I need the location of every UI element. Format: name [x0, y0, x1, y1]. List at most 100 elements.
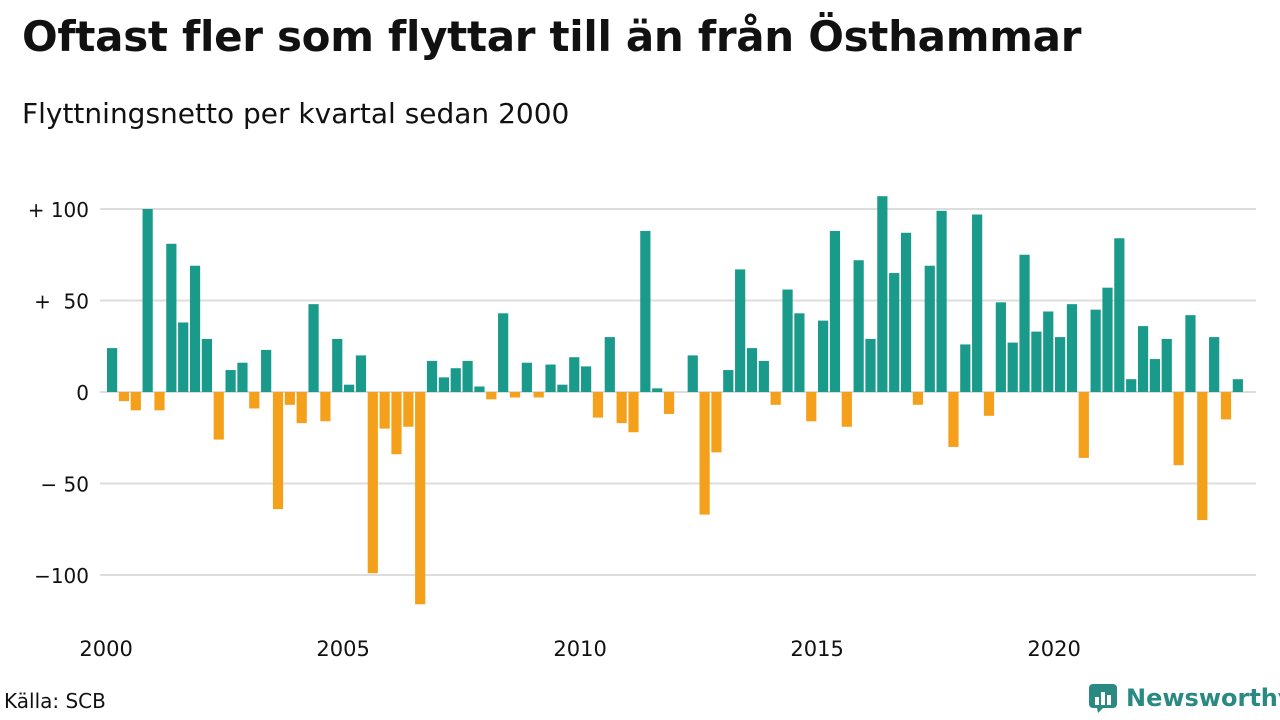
bar: [1173, 392, 1184, 466]
chart-subtitle: Flyttningsnetto per kvartal sedan 2000: [22, 97, 570, 130]
bar: [166, 243, 177, 392]
bar: [545, 364, 556, 392]
bar: [652, 388, 663, 392]
bar: [1220, 392, 1232, 420]
bar: [1055, 337, 1066, 392]
bar: [1149, 359, 1160, 392]
bar: [1066, 304, 1078, 392]
bar: [1031, 331, 1042, 392]
bar: [142, 209, 153, 392]
bar: [284, 392, 295, 405]
bar: [960, 344, 971, 392]
bar: [189, 265, 201, 392]
bar: [723, 370, 734, 392]
bar: [201, 338, 212, 392]
bar: [1197, 392, 1208, 521]
bar: [794, 313, 805, 392]
bar: [569, 357, 580, 392]
bar: [308, 304, 319, 392]
x-tick-label: 2020: [1027, 637, 1080, 661]
bar: [403, 392, 414, 427]
bar: [474, 386, 485, 392]
bar: [592, 392, 604, 418]
bar: [107, 348, 118, 392]
bar: [1161, 338, 1172, 392]
newsworthy-logo-icon: [1089, 684, 1117, 713]
bar: [249, 392, 260, 409]
bar: [841, 392, 852, 427]
bar: [711, 392, 722, 453]
y-tick-label: + 50: [34, 290, 89, 314]
bar: [355, 355, 367, 392]
bar: [533, 392, 544, 398]
bar: [213, 392, 224, 440]
bar: [900, 232, 912, 392]
bar: [924, 265, 935, 392]
bar: [1019, 254, 1030, 392]
bar: [320, 392, 331, 422]
bar: [367, 392, 378, 574]
bar: [1232, 379, 1243, 392]
bar: [829, 230, 841, 392]
bar: [130, 392, 141, 411]
bar: [735, 269, 746, 392]
y-tick-label: − 50: [40, 473, 89, 497]
bar: [995, 302, 1006, 392]
bar: [877, 196, 888, 392]
y-tick-label: −100: [34, 564, 89, 588]
bar: [272, 392, 284, 510]
bar: [806, 392, 817, 422]
bar: [1209, 337, 1220, 392]
x-tick-label: 2005: [316, 637, 369, 661]
bar: [498, 313, 509, 392]
brand-name: Newsworthy: [1126, 684, 1280, 712]
bar: [237, 362, 248, 392]
bar: [415, 392, 426, 605]
bar: [344, 384, 355, 392]
bar: [438, 377, 449, 392]
bar: [154, 392, 165, 411]
x-tick-label: 2000: [79, 637, 132, 661]
bar: [1078, 392, 1089, 458]
bar: [912, 392, 923, 405]
bar: [663, 392, 675, 414]
y-tick-label: 0: [76, 381, 89, 405]
bar: [782, 289, 793, 392]
y-tick-label: + 100: [28, 198, 89, 222]
bar: [628, 392, 639, 433]
bar: [462, 360, 473, 392]
chart-title: Oftast fler som flyttar till än från Öst…: [22, 12, 1082, 61]
bar: [1137, 326, 1149, 392]
bar: [1185, 315, 1196, 392]
bar: [391, 392, 402, 455]
bar: [758, 360, 769, 392]
bar: [616, 392, 627, 424]
bar: [178, 322, 189, 392]
x-tick-label: 2010: [553, 637, 606, 661]
bar: [450, 368, 461, 392]
bar: [640, 230, 651, 392]
bar: [557, 384, 568, 392]
bar: [1114, 238, 1125, 392]
brand: Newsworthy: [1088, 683, 1280, 713]
bar: [699, 392, 710, 515]
x-tick-label: 2015: [790, 637, 843, 661]
bar: [1126, 379, 1137, 392]
bar: [118, 392, 130, 402]
bar: [296, 392, 307, 424]
bar: [853, 260, 864, 392]
bar: [1090, 309, 1101, 392]
bar: [332, 338, 343, 392]
bar: [948, 392, 959, 447]
bar: [687, 355, 698, 392]
bar: [936, 210, 947, 392]
bar: [426, 360, 438, 392]
bar: [770, 392, 781, 405]
bar: [509, 392, 521, 398]
bar: [865, 338, 876, 392]
bar: [972, 214, 983, 392]
bar: [379, 392, 390, 429]
source-label: Källa: SCB: [4, 689, 106, 713]
bar: [889, 273, 900, 392]
